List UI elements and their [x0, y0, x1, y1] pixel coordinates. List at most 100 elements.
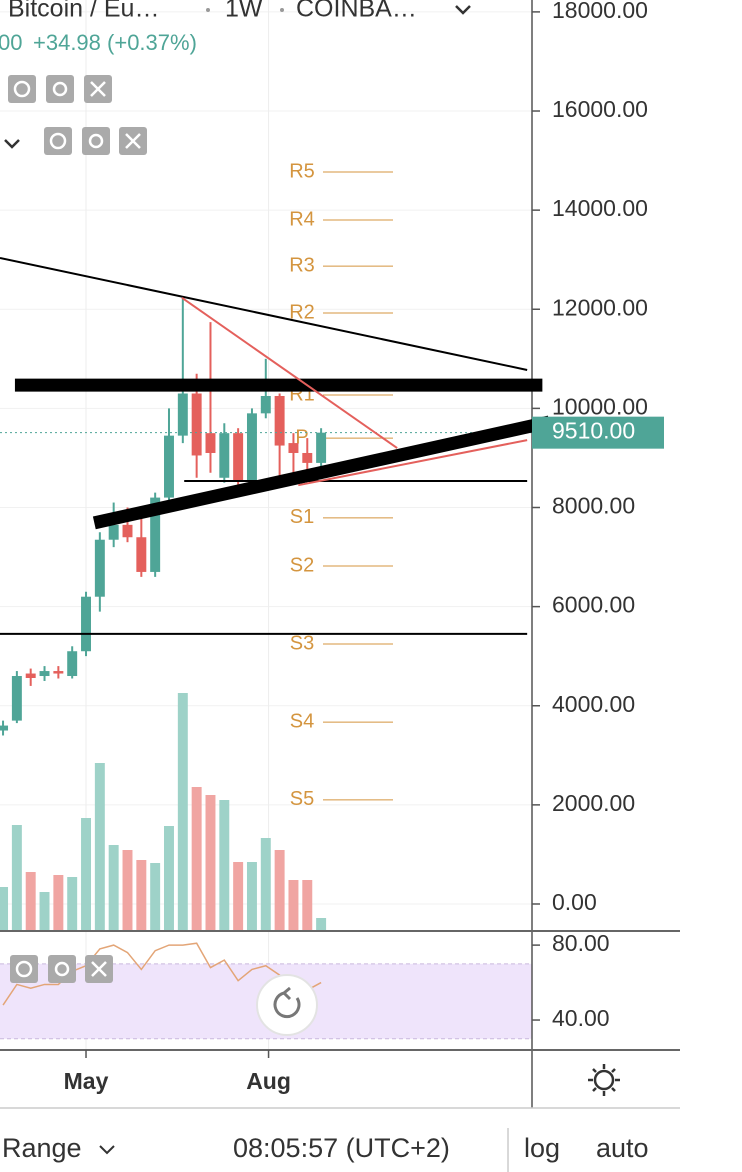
candle-body: [233, 433, 244, 481]
candle-body: [219, 433, 230, 478]
volume-bar: [177, 693, 188, 930]
trend-line: [0, 256, 528, 371]
candle-body: [108, 524, 119, 540]
pivot-label: R4: [289, 208, 315, 230]
volume-bar: [316, 918, 327, 930]
volume-bar: [11, 825, 22, 930]
y-tick-label: 14000.00: [552, 195, 648, 221]
change: +34.98 (+0.37%): [33, 30, 197, 55]
x-tick-label: Aug: [246, 1068, 291, 1094]
volume-bar: [67, 877, 78, 930]
range-chevron: [99, 1145, 115, 1155]
candle-body: [11, 676, 22, 721]
eye-button[interactable]: [8, 75, 36, 103]
volume-bar: [302, 880, 313, 930]
candle-body: [164, 435, 174, 498]
x-tick-label: May: [64, 1068, 109, 1094]
separator-dot: [206, 8, 210, 12]
reset-button[interactable]: [256, 974, 318, 1036]
volume-bar: [288, 880, 299, 930]
pivot-label: R3: [289, 254, 315, 276]
volume-bar: [164, 826, 174, 930]
y-tick-label: 12000.00: [552, 294, 648, 320]
candle-body: [191, 393, 202, 456]
candle-body: [136, 537, 147, 572]
volume-bar: [81, 818, 91, 930]
candle-body: [302, 452, 313, 463]
button-icons: [13, 80, 141, 978]
exchange[interactable]: COINBA…: [296, 0, 417, 23]
candle-body: [39, 671, 50, 677]
volume-bar: [205, 795, 216, 930]
candle-body: [81, 596, 91, 652]
eye-button[interactable]: [44, 127, 72, 155]
overlays: 0.00 2000.00 4000.00 6000.00 8000.00 10000.00…: [0, 0, 664, 1094]
y-tick-label: 6000.00: [552, 592, 635, 618]
reset-icon: [273, 986, 301, 1019]
y-tick-label: 16000.00: [552, 96, 648, 122]
rsi-tick-label: 40.00: [552, 1005, 610, 1031]
y-tick-label: 4000.00: [552, 691, 635, 717]
rsi-line: [2, 942, 322, 1006]
y-tick-label: 10000.00: [552, 393, 648, 419]
volume-bar: [94, 763, 105, 930]
volume-bar: [39, 892, 50, 930]
candle-body: [288, 443, 299, 453]
last-price-box: [532, 416, 664, 449]
candle-body: [177, 393, 188, 436]
candle-body: [260, 395, 271, 414]
y-tick-label: 2000.00: [552, 790, 635, 816]
volume-bar: [274, 850, 285, 930]
candle-body: [246, 413, 257, 481]
auto-toggle[interactable]: auto: [596, 1133, 649, 1163]
pivot-label: S4: [290, 710, 314, 732]
last-price-label: 9510.00: [552, 418, 635, 444]
candle-body: [0, 725, 9, 731]
symbol[interactable]: Bitcoin / Eu…: [8, 0, 159, 23]
volume-bar: [0, 887, 9, 930]
trend-line: [298, 439, 528, 487]
volume-bar: [25, 872, 36, 930]
trend-line: [181, 297, 398, 449]
volume-bar: [191, 787, 202, 930]
candle-body: [25, 673, 36, 678]
rsi-tick-label: 80.00: [552, 930, 610, 956]
pivot-label: S3: [290, 632, 314, 654]
volume-bar: [108, 845, 119, 930]
trend-line: [92, 415, 551, 530]
clock: 08:05:57 (UTC+2): [233, 1133, 450, 1163]
pivot-label: S5: [290, 788, 314, 810]
settings-button[interactable]: [48, 955, 76, 983]
y-tick-label: 8000.00: [552, 493, 635, 519]
candle-body: [316, 432, 327, 463]
volume-bar: [122, 850, 133, 930]
volume-bar: [233, 862, 244, 930]
volume-bar: [246, 862, 257, 930]
settings-button[interactable]: [82, 127, 110, 155]
range-button[interactable]: Range: [2, 1133, 82, 1163]
settings-icon-rays: [588, 1064, 620, 1096]
settings-icon[interactable]: [593, 1069, 615, 1091]
volume-bar: [53, 875, 64, 930]
pivot-label: R5: [289, 160, 315, 182]
candle-body: [53, 671, 64, 674]
candle-body: [205, 433, 216, 453]
pivot-label: S1: [290, 506, 314, 528]
volume-bar: [260, 838, 271, 930]
volume-bar: [150, 863, 161, 930]
log-toggle[interactable]: log: [524, 1133, 560, 1163]
eye-button[interactable]: [10, 955, 38, 983]
candle-body: [274, 395, 285, 446]
volume-bar: [219, 800, 230, 930]
dropdown-chevron[interactable]: [455, 5, 471, 15]
candle-body: [122, 524, 133, 538]
candle-body: [150, 497, 161, 572]
collapse-chevron[interactable]: [4, 139, 20, 149]
candle-body: [67, 651, 78, 677]
settings-button[interactable]: [46, 75, 74, 103]
interval[interactable]: 1W: [225, 0, 263, 23]
pivot-label: P: [295, 426, 308, 448]
y-tick-label: 18000.00: [552, 0, 648, 23]
